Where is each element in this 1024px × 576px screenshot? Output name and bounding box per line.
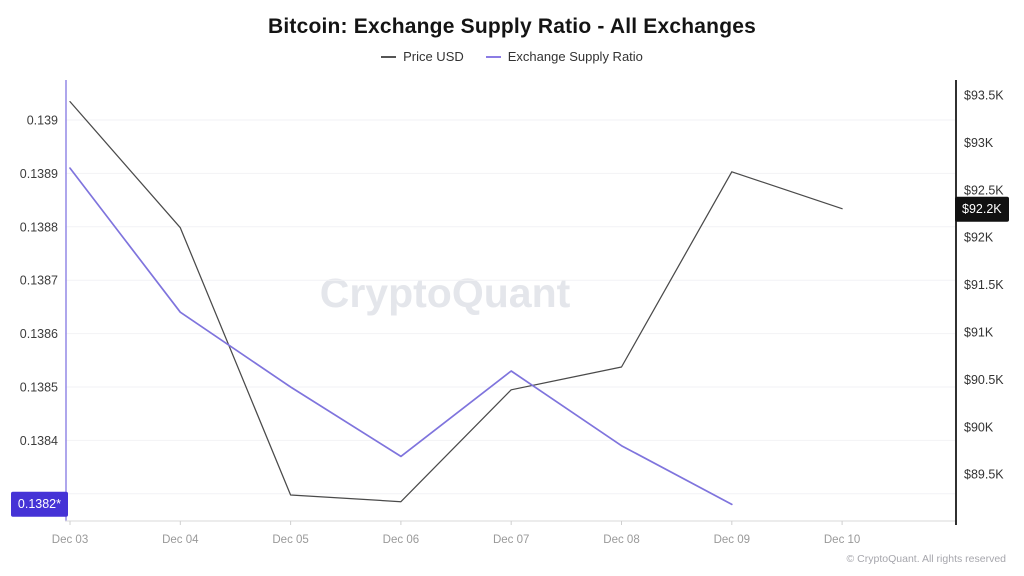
copyright-notice: © CryptoQuant. All rights reserved (846, 553, 1006, 565)
ratio-line-swatch-icon (485, 55, 501, 58)
x-axis-label: Dec 08 (603, 534, 639, 546)
right-axis-tick-label: $91.5K (964, 278, 1004, 292)
left-axis-tick-label: 0.1389 (20, 167, 58, 181)
left-axis-tick-label: 0.1386 (20, 327, 58, 341)
right-axis-tick-label: $90.5K (964, 373, 1004, 387)
right-axis-tick-label: $91K (964, 326, 994, 340)
price-usd-line (69, 100, 843, 503)
x-axis-label: Dec 09 (714, 534, 750, 546)
legend-item-exchange-supply-ratio[interactable]: Exchange Supply Ratio (485, 49, 643, 64)
right-axis-tick-label: $92.5K (964, 183, 1004, 197)
page-title: Bitcoin: Exchange Supply Ratio - All Exc… (267, 15, 756, 38)
chart-legend: Price USD Exchange Supply Ratio (0, 49, 1024, 64)
right-axis-tick-label: $90K (964, 420, 994, 434)
ratio-current-label: 0.1382* (10, 491, 68, 517)
legend-item-price-usd[interactable]: Price USD (381, 49, 464, 64)
right-axis-tick-label: $92K (964, 231, 994, 245)
x-axis-label: Dec 04 (162, 534, 199, 546)
right-axis-tick-label: $93K (964, 136, 994, 150)
price-line-swatch-icon (381, 55, 397, 58)
x-axis-label: Dec 05 (272, 534, 308, 546)
exchange-supply-ratio-line (69, 167, 733, 506)
x-axis-label: Dec 06 (383, 534, 419, 546)
cryptoquant-watermark: CryptoQuant (319, 270, 571, 316)
left-axis-tick-label: 0.1384 (20, 434, 58, 448)
right-axis-tick-label: $89.5K (964, 468, 1004, 482)
legend-label: Price USD (403, 49, 464, 64)
left-axis-tick-label: 0.139 (27, 114, 58, 128)
left-axis-tick-label: 0.1387 (20, 274, 58, 288)
left-axis-tick-label: 0.1385 (20, 381, 58, 395)
x-axis-label: Dec 07 (493, 534, 529, 546)
x-axis-label: Dec 10 (824, 534, 860, 546)
x-axis-label: Dec 03 (52, 534, 88, 546)
price-current-label: $92.2K (955, 196, 1009, 222)
right-axis-tick-label: $93.5K (964, 89, 1004, 103)
left-axis-tick-label: 0.1388 (20, 220, 58, 234)
legend-label: Exchange Supply Ratio (507, 49, 643, 64)
